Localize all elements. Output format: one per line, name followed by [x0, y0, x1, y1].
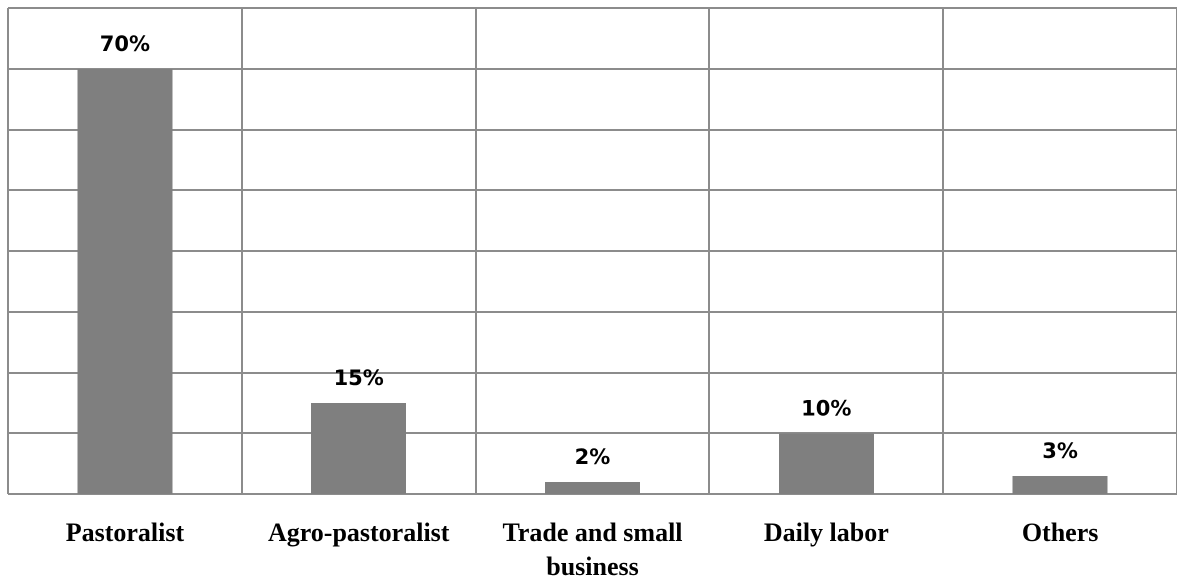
category-label-agro-pastoralist: Agro-pastoralist — [268, 518, 450, 547]
bar-others — [1012, 475, 1108, 494]
category-label-line: business — [546, 552, 639, 581]
category-label-others: Others — [1022, 518, 1099, 547]
data-label-layer: 70% 15% 2% 10% 3% — [100, 32, 1078, 469]
category-label-line: Agro-pastoralist — [268, 518, 450, 547]
bar-trade-and-small-business — [545, 481, 640, 494]
category-label-trade-and-small-business: Trade and small business — [502, 518, 682, 581]
data-label-pastoralist: 70% — [100, 32, 150, 56]
category-label-line: Daily labor — [764, 518, 889, 547]
data-label-agro-pastoralist: 15% — [334, 366, 384, 390]
category-label-line: Trade and small — [502, 518, 682, 547]
category-label-line: Pastoralist — [66, 518, 185, 547]
category-label-line: Others — [1022, 518, 1099, 547]
bar-layer — [77, 68, 1108, 495]
category-label-daily-labor: Daily labor — [764, 518, 889, 547]
grid-layer — [7, 7, 1177, 495]
bar-agro-pastoralist — [311, 402, 407, 494]
bar-daily-labor — [778, 433, 874, 495]
category-label-pastoralist: Pastoralist — [66, 518, 185, 547]
category-label-layer: Pastoralist Agro-pastoralist Trade and sma… — [66, 518, 1099, 581]
bar-pastoralist — [77, 68, 173, 495]
data-label-others: 3% — [1042, 439, 1078, 463]
data-label-daily-labor: 10% — [801, 396, 851, 420]
data-label-trade-and-small-business: 2% — [575, 445, 611, 469]
